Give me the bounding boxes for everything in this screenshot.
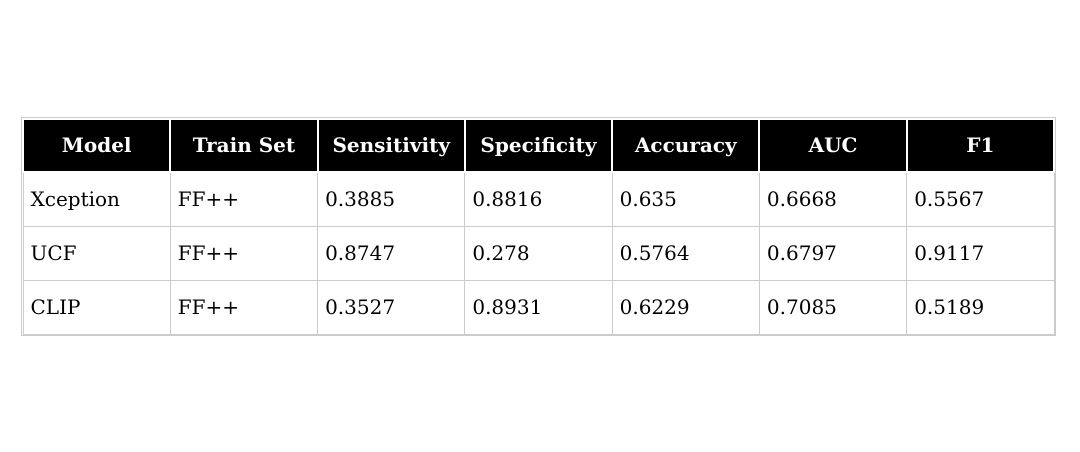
cell-auc: 0.6668 [758, 171, 908, 227]
header-cell-f1: F1 [905, 118, 1056, 173]
table-row-clip: CLIP FF++ 0.3527 0.8931 0.6229 0.7085 0.… [22, 280, 1055, 335]
table-row-xception: Xception FF++ 0.3885 0.8816 0.635 0.6668… [22, 171, 1055, 227]
header-cell-accuracy: Accuracy [611, 118, 761, 173]
cell-sensitivity: 0.8747 [317, 226, 466, 281]
cell-model: Xception [22, 171, 171, 227]
header-cell-specificity: Specificity [463, 118, 614, 173]
cell-accuracy: 0.635 [611, 171, 760, 227]
header-cell-train-set: Train Set [169, 118, 319, 173]
header-cell-auc: AUC [758, 118, 908, 173]
cell-model: CLIP [22, 280, 171, 335]
cell-train-set: FF++ [169, 226, 319, 281]
header-cell-sensitivity: Sensitivity [316, 118, 466, 173]
header-cell-model: Model [21, 118, 172, 173]
cell-f1: 0.9117 [906, 226, 1055, 281]
metrics-table: Model Train Set Sensitivity Specificity … [21, 118, 1056, 335]
cell-specificity: 0.8816 [464, 171, 613, 227]
cell-auc: 0.6797 [758, 226, 908, 281]
cell-accuracy: 0.6229 [611, 280, 760, 335]
cell-f1: 0.5567 [906, 171, 1055, 227]
cell-sensitivity: 0.3885 [317, 171, 466, 227]
cell-specificity: 0.8931 [464, 280, 613, 335]
cell-accuracy: 0.5764 [611, 226, 760, 281]
table-row-ucf: UCF FF++ 0.8747 0.278 0.5764 0.6797 0.91… [22, 226, 1055, 281]
cell-specificity: 0.278 [464, 226, 613, 281]
cell-auc: 0.7085 [758, 280, 908, 335]
header-row: Model Train Set Sensitivity Specificity … [21, 118, 1056, 173]
cell-f1: 0.5189 [906, 280, 1055, 335]
cell-model: UCF [22, 226, 171, 281]
model-metrics-table: Model Train Set Sensitivity Specificity … [21, 117, 1056, 336]
cell-train-set: FF++ [169, 280, 319, 335]
cell-train-set: FF++ [169, 171, 319, 227]
cell-sensitivity: 0.3527 [317, 280, 466, 335]
